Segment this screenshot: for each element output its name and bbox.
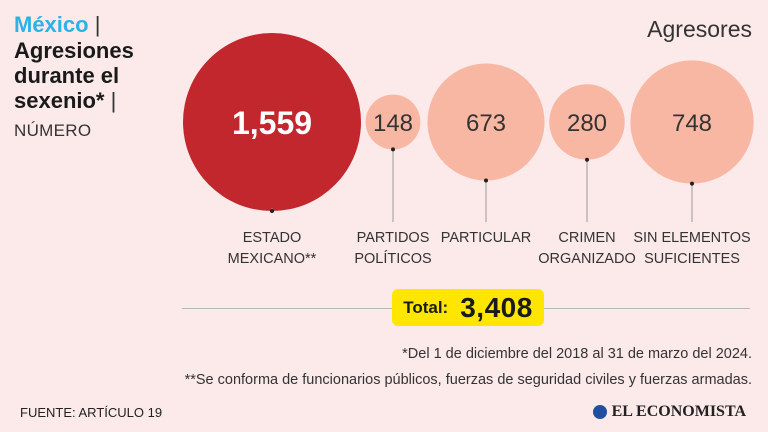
bubble-group-1: 148 PARTIDOS POLÍTICOS (354, 94, 432, 267)
bubble-value-label: 148 (373, 110, 413, 137)
category-label: POLÍTICOS (354, 250, 431, 267)
footnote-period: *Del 1 de diciembre del 2018 al 31 de ma… (402, 346, 752, 362)
chart-title: Agresiones durante el sexenio* | (14, 38, 189, 113)
country-label: México (14, 12, 89, 37)
total-label: Total: (403, 297, 449, 317)
bubble-3 (549, 84, 625, 160)
leader-dot (391, 147, 395, 152)
source-label: FUENTE: ARTÍCULO 19 (20, 405, 163, 420)
category-label: SIN ELEMENTOS (633, 230, 750, 246)
chart-title-text: Agresiones durante el sexenio* (14, 38, 134, 113)
category-label: MEXICANO** (228, 251, 317, 267)
category-label: ORGANIZADO (538, 251, 635, 267)
footnote-state: **Se conforma de funcionarios públicos, … (184, 372, 752, 388)
bubble-group-0: 1,559 ESTADO MEXICANO** (183, 33, 361, 267)
logo-text: EL ECONOMISTA (611, 403, 746, 420)
leader-dot (585, 157, 589, 162)
category-label: ESTADO (243, 230, 302, 246)
bubble-4 (630, 60, 754, 184)
total-value: 3,408 (460, 291, 533, 323)
group-label: Agresores (647, 16, 752, 42)
title-block: México | Agresiones durante el sexenio* … (14, 12, 189, 141)
bubble-group-2: 673 PARTICULAR (427, 63, 545, 246)
leader-dot (270, 209, 274, 213)
bubble-value-label: 1,559 (232, 105, 312, 141)
bubble-group-3: 280 CRIMEN ORGANIZADO (538, 84, 636, 267)
title-separator-2: | (110, 88, 117, 113)
title-country-line: México | (14, 12, 189, 38)
bubble-value-label: 280 (567, 110, 607, 137)
publisher-logo: EL ECONOMISTA (592, 403, 746, 421)
bubble-1 (365, 94, 421, 150)
bubble-value-label: 748 (672, 110, 712, 137)
category-label: PARTICULAR (441, 230, 532, 246)
category-label: CRIMEN (558, 230, 615, 246)
bubble-value-label: 673 (466, 110, 506, 137)
category-label: PARTIDOS (357, 230, 430, 246)
bubble-0 (183, 33, 361, 211)
bubble-group-4: 748 SIN ELEMENTOS SUFICIENTES (630, 60, 754, 267)
title-separator: | (94, 12, 101, 37)
bubble-2 (427, 63, 545, 181)
category-label: SUFICIENTES (644, 251, 740, 267)
chart-subtitle: NÚMERO (14, 121, 92, 140)
leader-dot (690, 181, 694, 186)
logo-mark-icon (592, 405, 607, 419)
total-box: Total: 3,408 (392, 289, 544, 326)
leader-dot (484, 178, 488, 183)
